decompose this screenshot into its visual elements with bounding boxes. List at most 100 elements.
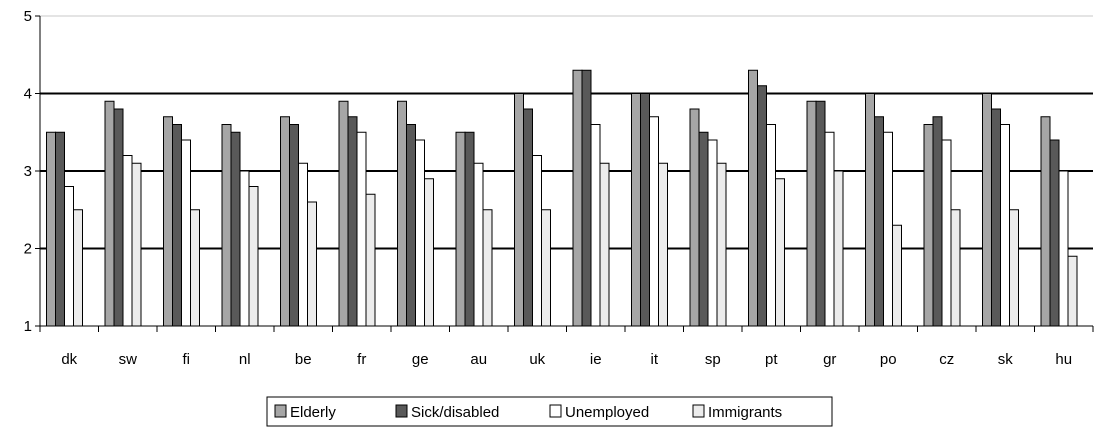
bar-po-sick-disabled bbox=[874, 116, 884, 327]
legend-label-sick-disabled: Sick/disabled bbox=[411, 404, 499, 421]
bar-ge-sick-disabled bbox=[406, 124, 416, 327]
legend-label-immigrants: Immigrants bbox=[708, 404, 782, 421]
bar-dk-unemployed bbox=[64, 186, 74, 327]
bar-pt-immigrants bbox=[775, 178, 785, 327]
bar-sp-sick-disabled bbox=[698, 131, 709, 327]
bar-hu-elderly bbox=[1040, 116, 1051, 327]
bar-be-sick-disabled bbox=[289, 124, 299, 327]
bar-uk-elderly bbox=[514, 93, 524, 327]
bar-nl-unemployed bbox=[239, 170, 250, 327]
x-axis-labels: dk sw fi nl be fr ge au uk ie it sp pt gr po cz sk hu bbox=[61, 351, 1072, 368]
bar-dk-immigrants bbox=[73, 209, 83, 327]
bar-fi-unemployed bbox=[181, 139, 191, 327]
x-tick-label-fr: fr bbox=[357, 351, 366, 368]
bar-fr-sick-disabled bbox=[347, 116, 358, 327]
bar-po-immigrants bbox=[892, 224, 902, 327]
bar-ge-unemployed bbox=[415, 139, 425, 327]
bar-fr-immigrants bbox=[365, 193, 376, 327]
bar-au-sick-disabled bbox=[464, 131, 475, 327]
bar-hu-immigrants bbox=[1067, 255, 1078, 327]
legend-swatch-immigrants bbox=[692, 404, 705, 418]
legend-label-unemployed: Unemployed bbox=[565, 404, 649, 421]
x-tick-label-po: po bbox=[880, 351, 897, 368]
bar-pt-sick-disabled bbox=[757, 85, 767, 327]
bar-sp-unemployed bbox=[707, 139, 718, 327]
bar-ge-immigrants bbox=[424, 178, 434, 327]
x-tick-label-ie: ie bbox=[590, 351, 602, 368]
axes bbox=[39, 16, 1094, 332]
bar-sk-elderly bbox=[982, 93, 992, 327]
y-tick-label-3: 3 bbox=[24, 163, 32, 180]
bar-sw-immigrants bbox=[131, 162, 142, 327]
bar-hu-sick-disabled bbox=[1049, 139, 1060, 327]
bar-gr-unemployed bbox=[824, 131, 835, 327]
bar-nl-immigrants bbox=[248, 186, 259, 327]
bar-hu-unemployed bbox=[1058, 170, 1069, 327]
x-tick-label-hu: hu bbox=[1055, 351, 1072, 368]
x-tick-label-nl: nl bbox=[239, 351, 251, 368]
bar-nl-elderly bbox=[221, 124, 232, 327]
bar-be-immigrants bbox=[307, 201, 317, 327]
bar-au-immigrants bbox=[482, 209, 493, 327]
legend-swatch-elderly bbox=[274, 404, 287, 418]
x-tick-label-sw: sw bbox=[119, 351, 138, 368]
x-tick-label-sp: sp bbox=[705, 351, 721, 368]
bar-gr-elderly bbox=[806, 100, 817, 327]
bar-ie-immigrants bbox=[599, 162, 610, 327]
x-tick-label-cz: cz bbox=[939, 351, 954, 368]
bar-cz-elderly bbox=[923, 124, 934, 327]
x-tick-label-gr: gr bbox=[823, 351, 836, 368]
bar-it-unemployed bbox=[649, 116, 659, 327]
bar-cz-immigrants bbox=[950, 209, 961, 327]
bar-pt-unemployed bbox=[766, 124, 776, 327]
bar-po-unemployed bbox=[883, 131, 893, 327]
bar-fr-elderly bbox=[338, 100, 349, 327]
bar-sp-elderly bbox=[689, 108, 700, 327]
legend: Elderly Sick/disabled Unemployed Immigrants bbox=[266, 396, 833, 427]
bar-gr-sick-disabled bbox=[815, 100, 826, 327]
bar-ie-sick-disabled bbox=[581, 69, 592, 327]
bar-sw-elderly bbox=[104, 100, 115, 327]
bar-nl-sick-disabled bbox=[230, 131, 241, 327]
x-tick-label-it: it bbox=[651, 351, 659, 368]
bar-it-sick-disabled bbox=[640, 93, 650, 327]
x-tick-label-pt: pt bbox=[765, 351, 778, 368]
bar-fi-sick-disabled bbox=[172, 124, 182, 327]
bar-pt-elderly bbox=[748, 69, 758, 327]
bar-it-immigrants bbox=[658, 162, 668, 327]
bar-ie-elderly bbox=[572, 69, 583, 327]
bar-ge-elderly bbox=[397, 100, 407, 327]
y-tick-label-1: 1 bbox=[24, 318, 32, 335]
bar-sk-immigrants bbox=[1009, 209, 1019, 327]
bar-dk-elderly bbox=[46, 131, 56, 327]
bar-fr-unemployed bbox=[356, 131, 367, 327]
bar-sw-unemployed bbox=[122, 155, 133, 327]
y-axis-ticks: 1 2 3 4 5 bbox=[24, 8, 40, 335]
x-tick-label-ge: ge bbox=[412, 351, 429, 368]
bar-po-elderly bbox=[865, 93, 875, 327]
x-tick-label-sk: sk bbox=[998, 351, 1014, 368]
x-tick-label-au: au bbox=[470, 351, 487, 368]
bar-gr-immigrants bbox=[833, 170, 844, 327]
bar-sk-unemployed bbox=[1000, 124, 1010, 327]
x-tick-label-uk: uk bbox=[529, 351, 545, 368]
y-tick-label-4: 4 bbox=[24, 86, 32, 103]
legend-label-elderly: Elderly bbox=[290, 404, 336, 421]
y-tick-label-2: 2 bbox=[24, 241, 32, 258]
bar-sk-sick-disabled bbox=[991, 108, 1001, 327]
bar-uk-unemployed bbox=[532, 155, 542, 327]
y-tick-label-5: 5 bbox=[24, 8, 32, 25]
bar-be-elderly bbox=[280, 116, 290, 327]
bar-fi-immigrants bbox=[190, 209, 200, 327]
bar-fi-elderly bbox=[163, 116, 173, 327]
bar-cz-sick-disabled bbox=[932, 116, 943, 327]
bar-uk-sick-disabled bbox=[523, 108, 533, 327]
bars bbox=[46, 69, 1078, 327]
bar-cz-unemployed bbox=[941, 139, 952, 327]
bar-au-elderly bbox=[455, 131, 466, 327]
bar-sp-immigrants bbox=[716, 162, 727, 327]
bar-au-unemployed bbox=[473, 162, 484, 327]
bar-dk-sick-disabled bbox=[55, 131, 65, 327]
bar-uk-immigrants bbox=[541, 209, 551, 327]
